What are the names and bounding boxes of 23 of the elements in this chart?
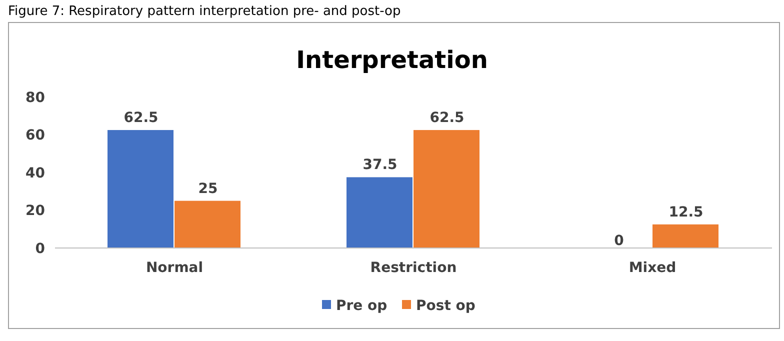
- data-label: 25: [198, 180, 218, 197]
- y-tick-label: 20: [26, 203, 46, 220]
- data-label: 62.5: [124, 110, 158, 126]
- y-tick-label: 60: [26, 128, 46, 144]
- legend-label: Post op: [416, 298, 476, 314]
- data-label: 37.5: [362, 157, 398, 174]
- x-tick-label: Mixed: [628, 260, 676, 276]
- y-tick-label: 40: [26, 165, 46, 182]
- bar: [414, 130, 480, 248]
- data-label: 62.5: [430, 110, 464, 126]
- data-label: 12.5: [668, 204, 704, 220]
- legend-label: Pre op: [336, 298, 388, 314]
- x-tick-label: Normal: [146, 260, 204, 276]
- bar: [108, 130, 174, 248]
- bar: [346, 177, 412, 248]
- y-tick-label: 0: [35, 240, 46, 257]
- caption: Figure 7: Respiratory pattern interpretation pre- and post-op: [8, 4, 401, 19]
- x-tick-label: Restriction: [370, 260, 457, 276]
- y-tick-label: 80: [26, 90, 46, 106]
- chart-title: Interpretation: [296, 46, 488, 74]
- bar: [174, 200, 240, 248]
- data-label: 0: [614, 233, 624, 249]
- bar: [652, 224, 718, 248]
